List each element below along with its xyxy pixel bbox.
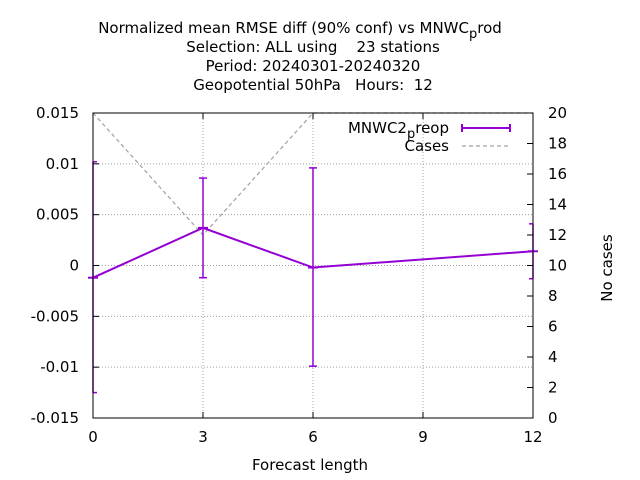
y2-tick-label: 6 [548,318,558,336]
title-line-1-main: Normalized mean RMSE diff (90% conf) vs … [98,19,469,37]
y2-tick-label: 14 [548,196,567,214]
title-line-1: Normalized mean RMSE diff (90% conf) vs … [98,19,502,42]
title-line-1-sub: p [469,27,477,42]
y2-tick-label: 2 [548,379,558,397]
mnwc2-preop-line [92,226,534,279]
y2-tick-label: 18 [548,135,567,153]
y2-tick-label: 10 [548,257,567,275]
y-tick-label: -0.01 [40,358,79,376]
axis-ticks: 0 3 6 9 120.0150.010.0050-0.005-0.01-0.01520… [31,104,567,446]
x-tick-label: 6 [308,428,318,446]
x-tick-label: 0 [88,428,98,446]
cases-line [92,112,533,236]
y-tick-label: -0.005 [31,307,79,325]
cases-series [92,112,533,236]
legend-label-mnwc2-preop: MNWC2preop [348,119,449,142]
legend-label-cases: Cases [404,137,449,155]
y2-tick-label: 16 [548,165,567,183]
legend-label-sub: p [407,127,415,142]
y2-tick-label: 20 [548,104,567,122]
title-line-4: Geopotential 50hPa Hours: 12 [193,76,433,94]
y2-axis-label: No cases [598,234,616,302]
legend: MNWC2preop Cases [348,119,511,155]
y-tick-label: -0.015 [31,409,79,427]
chart-title: Normalized mean RMSE diff (90% conf) vs … [98,19,502,94]
y2-tick-label: 0 [548,409,558,427]
title-line-1-tail: rod [477,19,502,37]
y-tick-label: 0 [69,257,79,275]
x-tick-label: 12 [523,428,542,446]
legend-label-tail: reop [415,119,449,137]
y2-tick-label: 12 [548,226,567,244]
y2-tick-label: 8 [548,287,558,305]
title-line-2: Selection: ALL using 23 stations [186,38,440,56]
x-tick-label: 3 [198,428,208,446]
y-tick-label: 0.015 [36,104,79,122]
legend-label-main: MNWC2 [348,119,407,137]
x-tick-label: 9 [418,428,428,446]
title-line-3: Period: 20240301-20240320 [206,57,421,75]
y-tick-label: 0.01 [46,155,79,173]
x-axis-label: Forecast length [252,456,368,474]
y-tick-label: 0.005 [36,206,79,224]
mnwc2-preop-series [88,161,538,394]
y2-tick-label: 4 [548,348,558,366]
